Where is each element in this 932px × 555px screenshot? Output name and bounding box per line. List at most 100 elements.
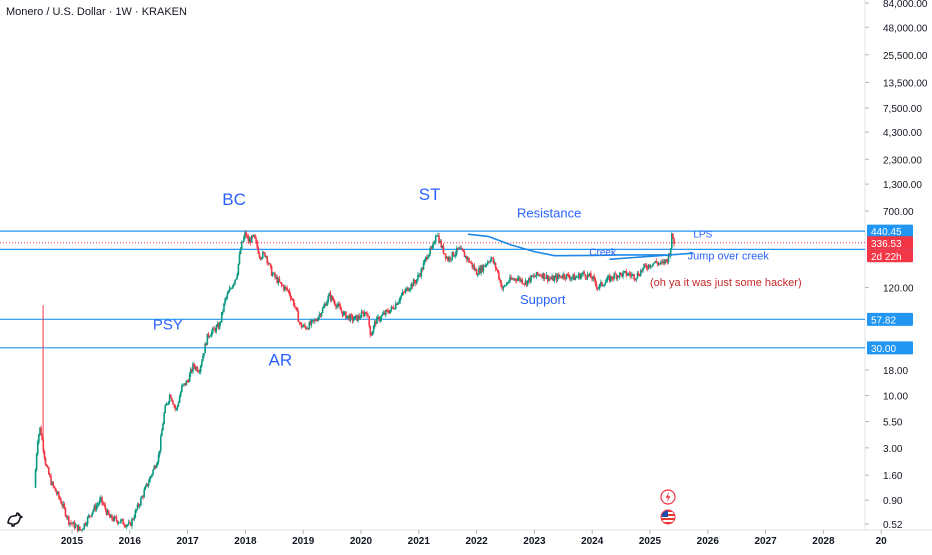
candle-body	[353, 316, 356, 320]
candle-body	[67, 516, 70, 525]
candle-body	[645, 265, 648, 268]
candle-body	[245, 232, 247, 237]
candle-body	[443, 253, 446, 255]
candle-body	[502, 286, 505, 289]
candle-body	[314, 320, 316, 321]
candle-body	[418, 275, 420, 276]
candle-body	[214, 328, 216, 332]
candle-body	[528, 277, 530, 281]
candle-body	[659, 261, 662, 264]
y-tick-label: 7,500.00	[883, 104, 922, 115]
candle-body	[153, 466, 155, 470]
candle-body	[130, 522, 132, 527]
candle-body	[133, 517, 135, 520]
y-axis[interactable]: 84,000.00 48,000.00 25,500.00 13,500.00 7,50…	[865, 0, 928, 531]
candle-body	[143, 490, 145, 497]
candle-body	[433, 242, 436, 244]
candle-body	[82, 528, 85, 530]
candle-body	[166, 403, 169, 405]
candle-body	[265, 256, 267, 258]
x-tick-label: 2027	[754, 536, 777, 547]
candle-body	[542, 273, 545, 279]
candle-body	[479, 268, 481, 273]
tradingview-logo-icon[interactable]	[5, 508, 25, 528]
candle-body	[165, 404, 168, 406]
candle-body	[156, 461, 159, 466]
level-badge-bg	[867, 341, 913, 355]
candle-body	[530, 275, 532, 282]
candle-body	[126, 524, 129, 526]
candle-body	[301, 326, 304, 328]
candle-body	[104, 505, 107, 510]
candle-body	[308, 321, 311, 330]
candle-body	[348, 315, 351, 321]
candle-body	[518, 277, 520, 279]
candle-body	[302, 324, 305, 327]
candle-body	[397, 302, 399, 305]
candle-body	[452, 251, 455, 257]
candle-body	[523, 283, 526, 285]
candle-body	[567, 274, 570, 278]
candle-body	[442, 245, 445, 254]
candle-body	[53, 486, 56, 488]
annotation-label: Jump over creek	[688, 250, 770, 262]
candle-body	[159, 436, 162, 451]
candle-body	[145, 483, 148, 487]
candle-body	[560, 276, 562, 278]
candle-body	[455, 247, 458, 254]
candle-body	[566, 273, 569, 275]
candle-body	[55, 491, 58, 494]
candle-body	[585, 277, 588, 279]
candle-body	[186, 380, 189, 382]
candle-body	[306, 328, 308, 330]
level-badge: 440.45	[871, 227, 902, 238]
candle-body	[105, 509, 108, 515]
candle-body	[464, 255, 467, 258]
candle-body	[127, 522, 130, 525]
level-badge-bg	[867, 312, 913, 326]
candle-body	[329, 292, 332, 300]
candle-body	[116, 520, 119, 524]
candle-body	[264, 252, 266, 257]
candle-body	[196, 367, 199, 372]
us-flag-icon[interactable]	[660, 509, 676, 525]
candle-body	[94, 505, 97, 510]
x-axis[interactable]: 2015 2016 2017 2018 2019 2020 2021 2022 2023 2024…	[61, 530, 887, 547]
x-tick-label: 2020	[350, 536, 373, 547]
candle-body	[359, 317, 362, 319]
candle-body	[648, 264, 651, 268]
candle-body	[454, 253, 457, 256]
candle-body	[287, 290, 290, 291]
candle-body	[465, 255, 468, 260]
candle-body	[135, 509, 138, 511]
candle-body	[79, 526, 81, 530]
lightning-icon[interactable]	[660, 489, 676, 505]
candle-body	[489, 261, 491, 263]
candle-body	[614, 273, 617, 275]
candle-body	[419, 275, 421, 277]
candle-body	[583, 271, 586, 275]
candle-body	[289, 294, 292, 299]
candle-body	[631, 274, 633, 277]
candle-body	[317, 317, 320, 321]
candle-body	[624, 270, 627, 272]
candle-body	[278, 278, 281, 282]
y-tick-label: 700.00	[883, 207, 914, 218]
candle-body	[402, 292, 405, 293]
candle-body	[368, 316, 370, 326]
candle-body	[550, 278, 552, 280]
candle-body	[355, 315, 357, 317]
annotation-label: Support	[520, 292, 566, 307]
candle-body	[483, 265, 486, 267]
candle-body	[413, 279, 416, 283]
candle-body	[91, 512, 93, 517]
candle-body	[672, 233, 674, 239]
candle-body	[477, 274, 479, 276]
candle-body	[58, 491, 60, 498]
candle-body	[437, 235, 439, 237]
candle-body	[618, 272, 621, 278]
candle-body	[182, 384, 184, 386]
candle-body	[592, 276, 594, 280]
